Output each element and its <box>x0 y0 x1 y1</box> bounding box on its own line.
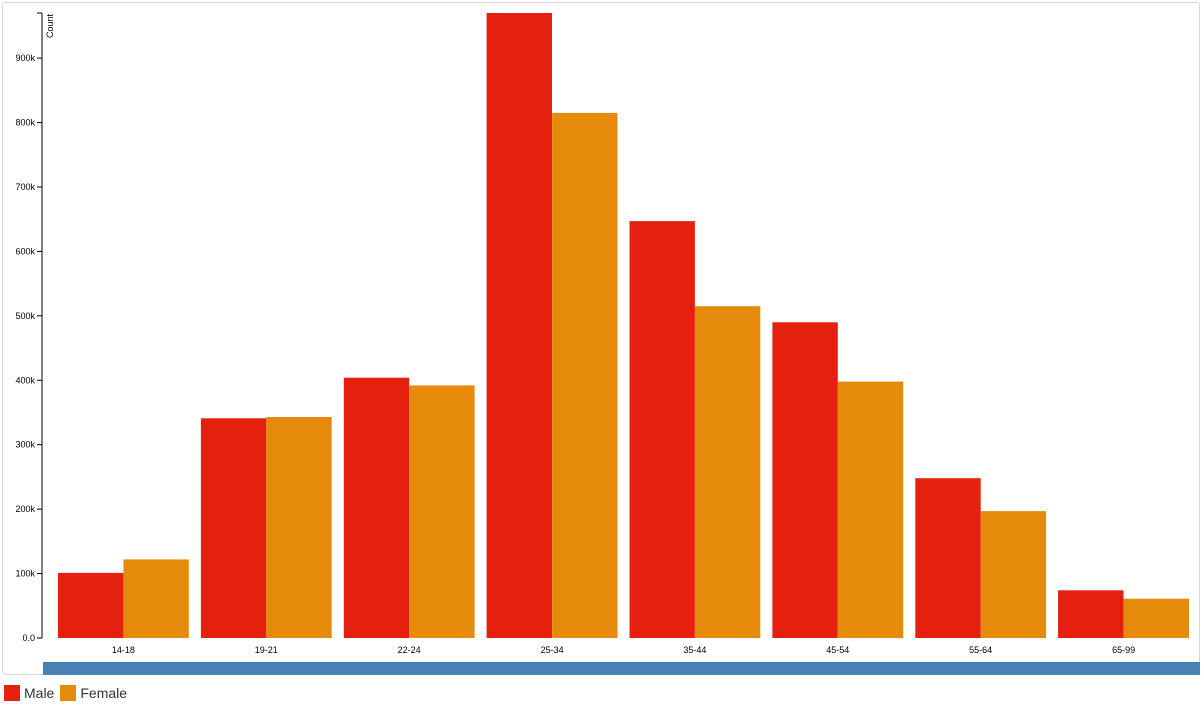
x-axis: 14-18 19-21 22-24 25-34 35-44 45-54 55-64 65-99 <box>112 645 1135 655</box>
bar-female-19-21[interactable] <box>266 417 332 638</box>
bar-male-25-34[interactable] <box>486 13 552 638</box>
bar-female-45-54[interactable] <box>837 381 904 638</box>
bar-male-65-99[interactable] <box>1058 590 1124 638</box>
bar-male-14-18[interactable] <box>58 572 124 638</box>
x-tick-label: 19-21 <box>255 645 278 655</box>
bar-male-55-64[interactable] <box>915 478 981 638</box>
bar-female-35-44[interactable] <box>694 306 761 638</box>
bar-female-22-24[interactable] <box>409 385 475 638</box>
bar-male-35-44[interactable] <box>629 221 695 638</box>
y-tick-label: 800k <box>15 118 35 128</box>
x-tick-label: 25-34 <box>541 645 564 655</box>
x-tick-label: 35-44 <box>683 645 706 655</box>
y-tick-label: 200k <box>15 504 35 514</box>
bar-chart: Count 0.0 100k 200k 300k 400k 500k 600k 700k 800… <box>15 12 1189 655</box>
y-tick-label: 700k <box>15 182 35 192</box>
bars-group <box>58 13 1189 638</box>
x-tick-label: 14-18 <box>112 645 135 655</box>
bar-female-25-34[interactable] <box>552 112 618 638</box>
bar-male-45-54[interactable] <box>772 322 838 638</box>
legend-swatch-male <box>4 685 20 701</box>
x-tick-label: 65-99 <box>1112 645 1135 655</box>
y-tick-label: 400k <box>15 375 35 385</box>
bar-female-14-18[interactable] <box>123 559 189 638</box>
x-tick-label: 55-64 <box>969 645 992 655</box>
x-tick-label: 45-54 <box>826 645 849 655</box>
legend-label-male: Male <box>24 685 55 701</box>
y-axis: Count 0.0 100k 200k 300k 400k 500k 600k 700k 800… <box>15 12 55 643</box>
x-tick-label: 22-24 <box>398 645 421 655</box>
legend-item-male[interactable]: Male <box>4 685 54 701</box>
legend-label-female: Female <box>80 685 128 701</box>
legend-item-female[interactable]: Female <box>60 685 127 701</box>
legend-swatch-female <box>60 685 77 701</box>
y-tick-label: 500k <box>15 311 35 321</box>
y-tick-label: 900k <box>15 53 35 63</box>
y-tick-label: 300k <box>15 440 35 450</box>
bar-female-65-99[interactable] <box>1123 598 1189 638</box>
y-tick-label: 100k <box>15 569 35 579</box>
bar-female-55-64[interactable] <box>980 511 1047 638</box>
y-tick-label: 0.0 <box>22 633 35 643</box>
y-axis-label: Count <box>45 14 55 39</box>
bar-male-19-21[interactable] <box>200 418 267 638</box>
legend: Male Female <box>4 684 133 702</box>
y-tick-label: 600k <box>15 246 35 256</box>
bar-male-22-24[interactable] <box>343 377 410 638</box>
horizontal-scrollbar[interactable] <box>43 662 1200 675</box>
